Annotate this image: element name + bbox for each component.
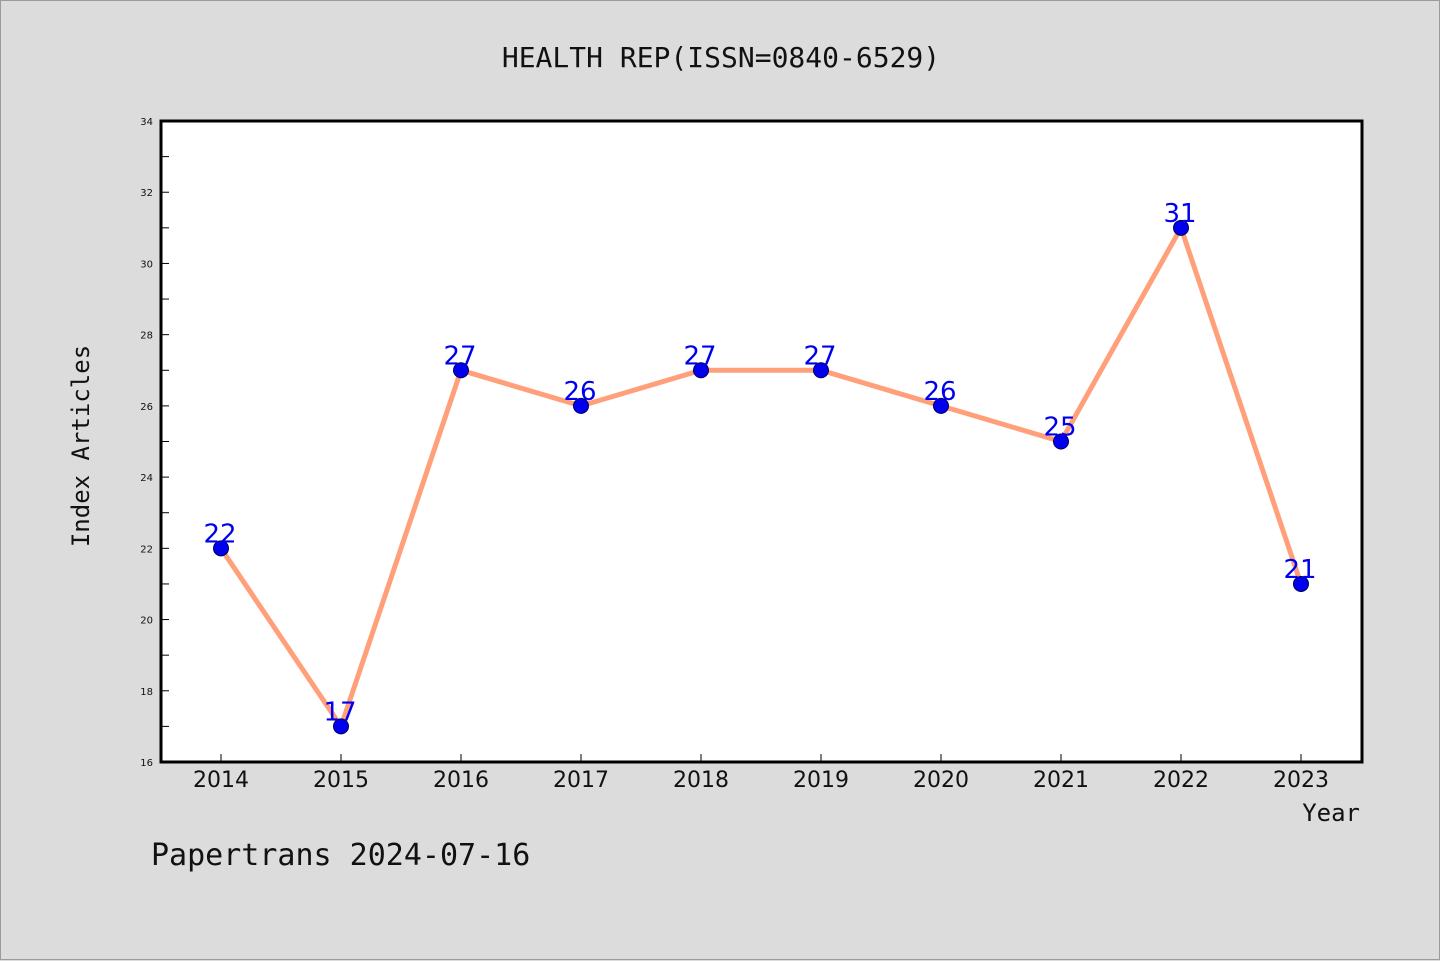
data-point [1173, 219, 1189, 236]
x-tick-label: 2019 [793, 768, 849, 793]
series-markers [213, 219, 1309, 735]
x-tick-label: 2015 [313, 768, 369, 793]
data-label: 27 [803, 341, 836, 371]
y-axis-label: Index Articles [67, 345, 95, 547]
x-tick-label: 2021 [1033, 768, 1089, 793]
y-tick-label: 22 [140, 544, 153, 555]
data-label: 26 [923, 377, 956, 407]
data-point [333, 718, 349, 735]
data-label: 27 [443, 341, 476, 371]
y-tick-label: 16 [140, 758, 153, 769]
y-tick-label: 20 [140, 616, 153, 627]
x-axis: 2014 2015 2016 2017 2018 2019 2020 2021 2022 2023 [193, 754, 1329, 793]
chart-title: HEALTH REP(ISSN=0840-6529) [502, 41, 940, 74]
data-point [453, 362, 469, 379]
x-axis-label: Year [1302, 799, 1360, 827]
data-label: 27 [683, 341, 716, 371]
y-axis: 16 18 20 22 24 26 28 30 32 34 [140, 117, 169, 769]
data-point [1053, 433, 1069, 450]
y-tick-label: 28 [140, 331, 153, 342]
x-tick-label: 2018 [673, 768, 729, 793]
x-tick-label: 2016 [433, 768, 489, 793]
data-label: 21 [1283, 555, 1316, 585]
x-tick-label: 2020 [913, 768, 969, 793]
data-point [813, 362, 829, 379]
data-point [1293, 575, 1309, 592]
data-point [573, 397, 589, 414]
y-tick-label: 24 [140, 473, 153, 484]
plot-area [159, 119, 1364, 764]
series-polyline [218, 225, 1304, 729]
x-tick-label: 2017 [553, 768, 609, 793]
y-tick-label: 34 [140, 117, 153, 128]
y-tick-label: 26 [140, 402, 153, 413]
x-tick-label: 2022 [1153, 768, 1209, 793]
y-tick-label: 30 [140, 259, 153, 270]
data-label: 22 [203, 519, 236, 549]
data-point [213, 540, 229, 557]
data-point [933, 397, 949, 414]
y-tick-label: 32 [140, 188, 153, 199]
x-tick-label: 2014 [193, 768, 249, 793]
x-tick-label: 2023 [1273, 768, 1329, 793]
series-line [218, 225, 1304, 729]
data-labels: 22 17 27 26 27 27 26 25 31 21 [203, 199, 1316, 728]
data-point [693, 362, 709, 379]
y-tick-label: 18 [140, 687, 153, 698]
data-label: 26 [563, 377, 596, 407]
data-label: 31 [1163, 199, 1196, 229]
data-label: 25 [1043, 413, 1076, 443]
footer-text: Papertrans 2024-07-16 [151, 838, 530, 873]
data-label: 17 [323, 697, 356, 727]
